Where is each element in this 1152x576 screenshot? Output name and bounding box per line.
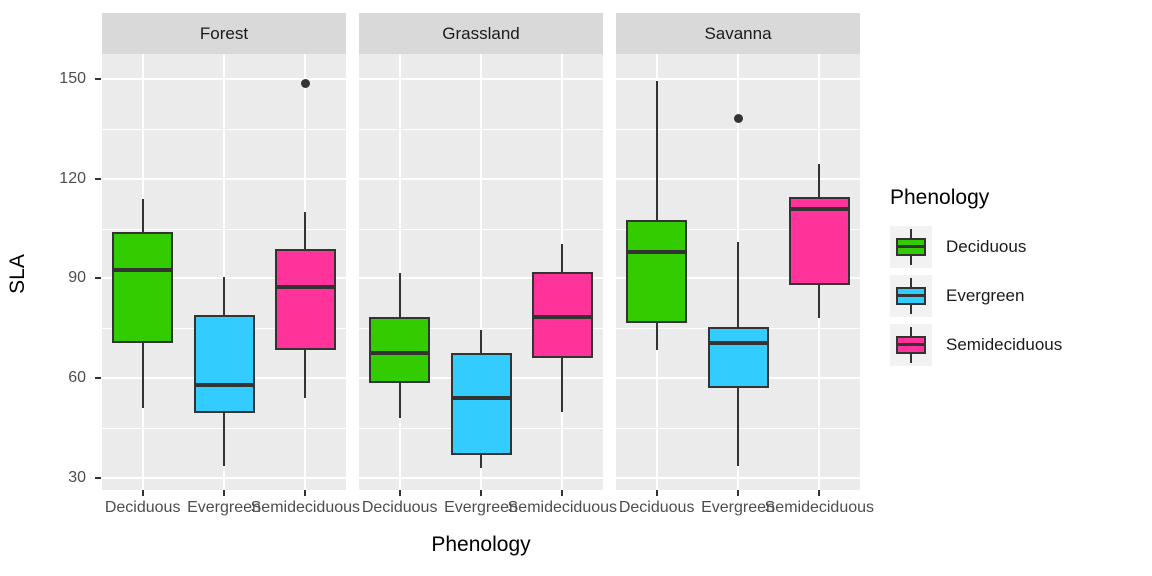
median-grassland-deciduous: [369, 351, 431, 356]
legend-key-glyph: [890, 226, 932, 268]
y-tick-label-150: 150: [59, 69, 86, 87]
median-forest-evergreen: [193, 382, 255, 387]
legend-entry-label: Semideciduous: [946, 335, 1063, 354]
facet-strip-forest: Forest: [102, 13, 346, 54]
legend-key-glyph: [890, 275, 932, 317]
panel-forest: [102, 54, 346, 490]
legend: Phenology Deciduous Evergreen Semideciduou…: [890, 186, 1062, 373]
facet-strip-label: Savanna: [704, 23, 772, 43]
facet-strip-label: Grassland: [442, 23, 520, 43]
y-tick-mark-60: [95, 377, 101, 380]
x-tick-mark-semideciduous: [818, 490, 821, 496]
y-axis-title: SLA: [6, 254, 29, 294]
legend-median-line: [896, 245, 926, 248]
gridline-category: [223, 54, 225, 490]
boxplot-forest-evergreen: [193, 315, 255, 414]
x-tick-mark-evergreen: [480, 490, 482, 496]
x-tick-mark-deciduous: [398, 490, 401, 496]
x-tick-mark-semideciduous: [304, 490, 307, 496]
y-tick-mark-120: [95, 177, 101, 180]
x-tick-label-deciduous: Deciduous: [104, 499, 181, 516]
median-savanna-semideciduous: [788, 206, 850, 211]
boxplot-grassland-evergreen: [450, 353, 512, 455]
y-tick-mark-150: [95, 77, 101, 80]
x-tick-label-semideciduous: Semideciduous: [507, 499, 618, 516]
boxplot-grassland-deciduous: [369, 316, 431, 384]
boxplot-forest-semideciduous: [274, 248, 336, 350]
median-grassland-evergreen: [450, 396, 512, 401]
x-tick-mark-evergreen: [223, 490, 225, 496]
x-tick-mark-evergreen: [737, 490, 739, 496]
legend-entry-semideciduous: Semideciduous: [890, 324, 1062, 366]
median-grassland-semideciduous: [531, 314, 593, 319]
whisker-savanna-deciduous: [655, 80, 658, 350]
legend-median-line: [896, 343, 926, 346]
legend-median-line: [896, 294, 926, 297]
x-tick-label-semideciduous: Semideciduous: [250, 499, 361, 516]
outlier-point: [300, 79, 310, 89]
boxplot-savanna-deciduous: [626, 220, 688, 324]
facet-strip-savanna: Savanna: [616, 13, 860, 54]
x-tick-label-evergreen: Evergreen: [187, 499, 261, 516]
legend-entry-label: Deciduous: [946, 237, 1027, 256]
boxplot-savanna-evergreen: [707, 326, 769, 389]
x-axis-title: Phenology: [431, 533, 531, 556]
gridline-category: [398, 54, 401, 490]
x-tick-label-deciduous: Deciduous: [618, 499, 695, 516]
legend-key-glyph: [890, 324, 932, 366]
x-tick-label-semideciduous: Semideciduous: [764, 499, 875, 516]
legend-entry-deciduous: Deciduous: [890, 226, 1062, 268]
x-tick-label-evergreen: Evergreen: [444, 499, 518, 516]
y-tick-mark-30: [95, 477, 101, 480]
x-tick-label-deciduous: Deciduous: [361, 499, 438, 516]
y-tick-label-30: 30: [68, 469, 86, 487]
y-tick-label-60: 60: [68, 369, 86, 387]
panel-savanna: [616, 54, 860, 490]
boxplot-savanna-semideciduous: [788, 197, 850, 286]
legend-entry-evergreen: Evergreen: [890, 275, 1062, 317]
x-tick-mark-deciduous: [141, 490, 144, 496]
y-tick-label-120: 120: [59, 169, 86, 187]
legend-entry-label: Evergreen: [946, 286, 1025, 305]
legend-keys: Deciduous Evergreen Semideciduous: [890, 226, 1062, 366]
gridline-category: [480, 54, 482, 490]
outlier-point: [733, 114, 743, 124]
median-forest-semideciduous: [274, 284, 336, 289]
median-savanna-evergreen: [707, 341, 769, 346]
x-tick-mark-semideciduous: [561, 490, 564, 496]
median-forest-deciduous: [112, 268, 174, 273]
facet-strip-label: Forest: [199, 23, 249, 43]
y-tick-mark-90: [95, 277, 101, 280]
x-tick-mark-deciduous: [655, 490, 658, 496]
panel-grassland: [359, 54, 603, 490]
boxplot-forest-deciduous: [112, 231, 174, 344]
x-tick-label-evergreen: Evergreen: [701, 499, 775, 516]
legend-title: Phenology: [890, 186, 990, 209]
median-savanna-deciduous: [626, 249, 688, 254]
facet-strip-grassland: Grassland: [359, 13, 603, 54]
y-tick-label-90: 90: [68, 269, 86, 287]
